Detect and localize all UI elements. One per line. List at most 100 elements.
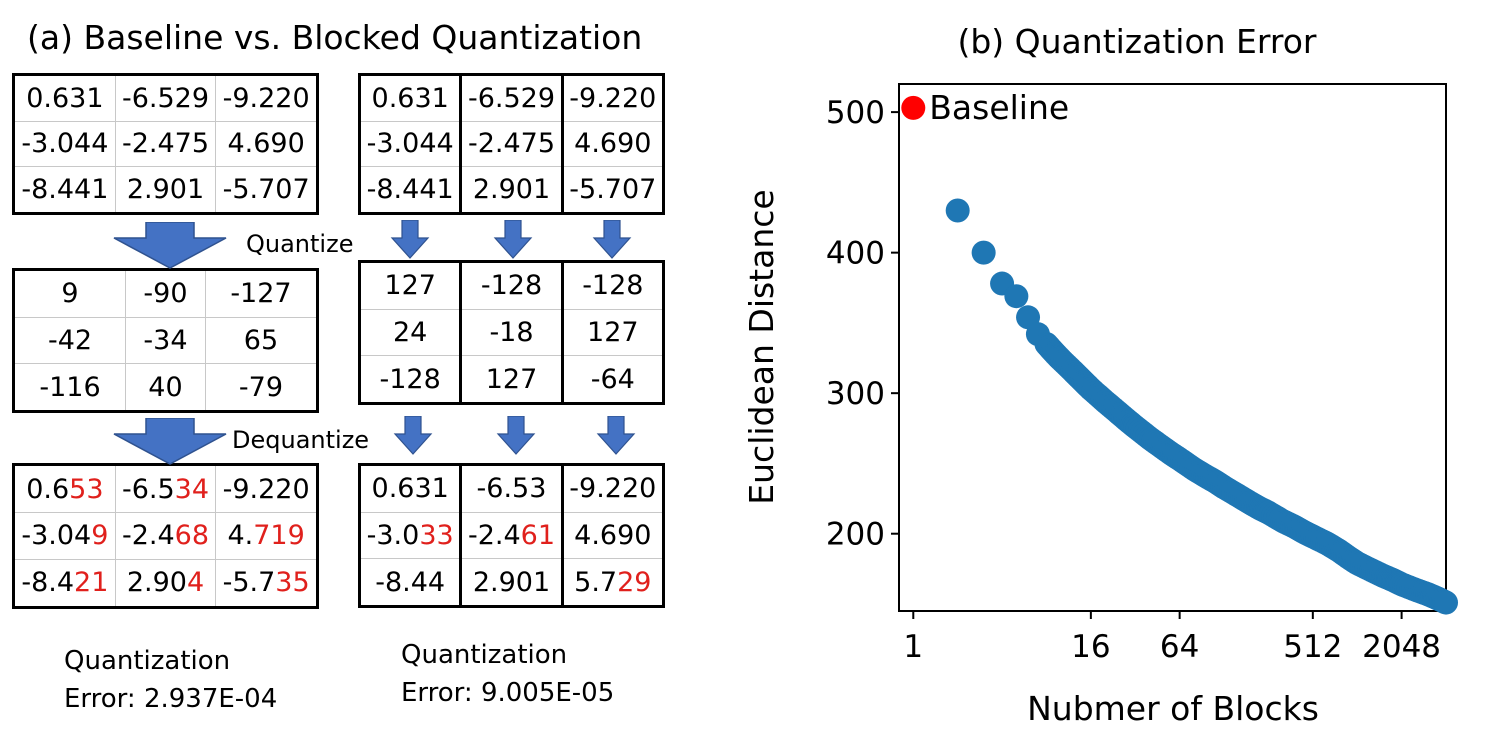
matrix-cell: -9.220	[560, 464, 665, 513]
cell-error-digits: 21	[74, 567, 109, 599]
matrix-cell: -128	[358, 355, 462, 404]
matrix-cell: 65	[204, 316, 319, 365]
baseline-original-matrix: 0.631 -6.529 -9.220 -3.044 -2.475 4.690 -8.441…	[12, 73, 319, 215]
cell-value: -6.5	[121, 473, 175, 505]
matrix-row: -42 -34 65	[12, 316, 319, 365]
matrix-row: -8.44 2.901 5.729	[358, 558, 665, 607]
matrix-cell: 127	[560, 308, 665, 357]
block-dequantize-arrow-icon	[393, 416, 433, 455]
matrix-row: 0.631 -6.53 -9.220	[358, 464, 665, 513]
matrix-cell: 2.904	[114, 558, 217, 609]
matrix-cell: -6.534	[114, 463, 217, 514]
matrix-row: -3.044 -2.475 4.690	[358, 120, 665, 168]
dequantize-arrow-icon	[113, 418, 227, 465]
matrix-cell: 24	[358, 308, 462, 357]
matrix-row: 0.653 -6.534 -9.220	[13, 463, 318, 514]
x-tick-label: 1	[903, 629, 923, 665]
matrix-cell: 4.690	[215, 120, 318, 168]
blocked-error-text: Quantization Error: 9.005E-05	[401, 636, 614, 712]
matrix-cell: -79	[204, 363, 319, 412]
data-points	[945, 198, 1458, 615]
cell-error-digits: 719	[253, 520, 305, 552]
matrix-cell: -6.529	[459, 74, 563, 122]
baseline-quantized-matrix: 9 -90 -127 -42 -34 65 -116 40 -79	[12, 268, 319, 413]
matrix-cell: 4.690	[560, 511, 665, 560]
matrix-cell: 2.901	[459, 558, 563, 607]
cell-value: -3.0	[366, 519, 420, 551]
matrix-cell: -3.044	[13, 120, 116, 168]
cell-value: 5.7	[574, 566, 618, 598]
baseline-marker: Baseline	[901, 88, 1069, 127]
matrix-cell: 40	[125, 363, 206, 412]
cell-value: -2.4	[121, 520, 175, 552]
y-tick-label: 200	[826, 517, 885, 553]
baseline-error-line2: Error: 2.937E-04	[64, 684, 278, 714]
blocked-error-line1: Quantization	[401, 640, 568, 670]
cell-value: -8.4	[21, 567, 75, 599]
matrix-cell: -5.707	[560, 166, 665, 214]
block-quantize-arrow-icon	[592, 220, 632, 259]
matrix-cell: -8.441	[358, 166, 462, 214]
baseline-point	[901, 95, 926, 120]
matrix-cell: -64	[560, 355, 665, 404]
x-tick-label: 512	[1283, 629, 1342, 665]
y-tick-label: 400	[826, 236, 885, 272]
quantize-label: Quantize	[246, 230, 354, 258]
matrix-cell: -116	[12, 363, 127, 412]
matrix-cell: -8.44	[358, 558, 462, 607]
cell-value: 4.690	[574, 519, 652, 551]
matrix-row: -3.044 -2.475 4.690	[13, 120, 318, 168]
cell-error-digits: 33	[419, 519, 454, 551]
blocked-quantized-matrix: 127 -128 -128 24 -18 127 -128 127 -64	[358, 260, 665, 405]
matrix-cell: 4.690	[560, 120, 665, 168]
cell-value: 2.90	[126, 567, 187, 599]
cell-value: 0.6	[26, 473, 70, 505]
cell-error-digits: 61	[520, 519, 556, 551]
baseline-error-line1: Quantization	[64, 646, 231, 676]
cell-value: -6.53	[476, 473, 547, 505]
matrix-cell: -2.468	[114, 512, 217, 560]
x-tick-label: 64	[1160, 629, 1199, 665]
x-axis: 1 16 64 512 2048	[903, 611, 1441, 665]
block-quantize-arrow-icon	[390, 220, 430, 259]
blocked-error-line2: Error: 9.005E-05	[401, 678, 615, 708]
matrix-cell: 127	[358, 261, 462, 310]
matrix-cell: -90	[125, 269, 206, 318]
y-axis: 200 300 400 500	[826, 95, 899, 553]
matrix-cell: 127	[459, 355, 563, 404]
cell-value: 2.901	[472, 566, 551, 598]
block-dequantize-arrow-icon	[496, 416, 536, 455]
cell-value: -2.4	[467, 519, 521, 551]
matrix-cell: 5.729	[560, 558, 665, 607]
matrix-cell: -3.049	[13, 512, 116, 560]
cell-value: 4.	[227, 520, 254, 552]
cell-value: -3.04	[21, 520, 92, 552]
matrix-row: -3.033 -2.461 4.690	[358, 511, 665, 560]
data-point	[1004, 284, 1029, 309]
matrix-row: 0.631 -6.529 -9.220	[358, 74, 665, 122]
cell-error-digits: 29	[617, 566, 652, 598]
matrix-cell: -18	[459, 308, 563, 357]
baseline-label: Baseline	[929, 88, 1069, 127]
matrix-cell: -6.53	[459, 464, 563, 513]
matrix-cell: -9.220	[215, 74, 318, 122]
x-axis-label: Nubmer of Blocks	[1027, 689, 1319, 728]
matrix-cell: -9.220	[560, 74, 665, 122]
matrix-cell: 4.719	[215, 512, 318, 560]
matrix-cell: -8.441	[13, 166, 116, 214]
matrix-cell: -2.461	[459, 511, 563, 560]
cell-error-digits: 34	[174, 473, 210, 505]
panel-a-title: (a) Baseline vs. Blocked Quantization	[27, 18, 643, 57]
data-point	[971, 240, 996, 265]
cell-error-digits: 35	[275, 567, 310, 599]
cell-value: -9.220	[569, 473, 657, 505]
matrix-row: 9 -90 -127	[12, 269, 319, 318]
baseline-dequantized-matrix: 0.653 -6.534 -9.220 -3.049 -2.468 4.719 -8.421…	[12, 463, 319, 609]
chart-title: (b) Quantization Error	[957, 22, 1316, 61]
matrix-cell: -34	[125, 316, 206, 365]
cell-value: -5.7	[222, 567, 276, 599]
matrix-row: 24 -18 127	[358, 308, 665, 357]
data-point	[945, 198, 970, 223]
cell-error-digits: 68	[174, 520, 210, 552]
